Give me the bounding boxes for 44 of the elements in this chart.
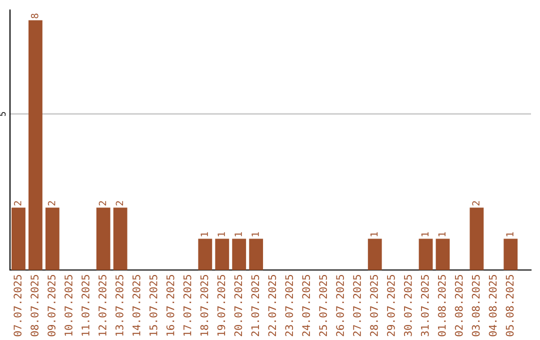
x-tick-label: 10.07.2025 [64,275,72,336]
x-tick-label: 04.08.2025 [488,275,497,336]
x-tick-label: 30.07.2025 [404,275,412,336]
data-label: 1 [438,232,446,236]
x-tick-label: 01.08.2025 [438,275,446,336]
x-tick-label: 12.07.2025 [98,275,106,336]
x-tick-label: 11.07.2025 [82,275,90,336]
x-tick-label: 03.08.2025 [472,275,480,336]
x-tick-label: 31.07.2025 [420,275,429,336]
data-label: 2 [116,201,124,206]
x-tick-label: 09.07.2025 [48,275,56,336]
x-tick-label: 08.07.2025 [30,275,39,336]
x-tick-label: 05.08.2025 [506,275,514,336]
data-label: 1 [218,232,225,236]
data-label: 2 [98,201,106,206]
x-tick-label: 25.07.2025 [319,275,328,336]
data-label: 1 [421,232,428,236]
x-tick-label: 29.07.2025 [387,275,395,336]
data-label: 2 [48,201,56,206]
x-tick-label: 23.07.2025 [285,275,294,336]
x-tick-label: 17.07.2025 [183,275,192,336]
x-tick-label: 27.07.2025 [353,275,361,336]
data-label: 8 [30,14,38,18]
x-tick-label: 13.07.2025 [115,275,124,336]
x-tick-label: 26.07.2025 [336,275,344,336]
x-tick-label: 19.07.2025 [217,275,226,336]
x-tick-label: 14.07.2025 [132,275,140,336]
x-tick-label: 18.07.2025 [200,275,208,336]
x-tick-label: 22.07.2025 [268,275,276,336]
x-tick-label: 20.07.2025 [234,275,242,336]
x-tick-label: 28.07.2025 [370,275,378,336]
data-label: 1 [506,232,514,236]
x-tick-label: 02.08.2025 [454,275,463,336]
data-label: 1 [200,232,208,236]
x-tick-label: 21.07.2025 [251,275,260,336]
x-tick-label: 16.07.2025 [166,275,174,336]
data-label: 2 [472,201,480,206]
data-label: 1 [370,232,378,236]
data-label: 1 [252,232,259,236]
data-label: 2 [14,201,22,206]
x-tick-label: 07.07.2025 [14,275,22,336]
x-tick-label: 24.07.2025 [302,275,310,336]
data-label: 1 [234,232,242,236]
x-tick-label: 15.07.2025 [149,275,158,336]
